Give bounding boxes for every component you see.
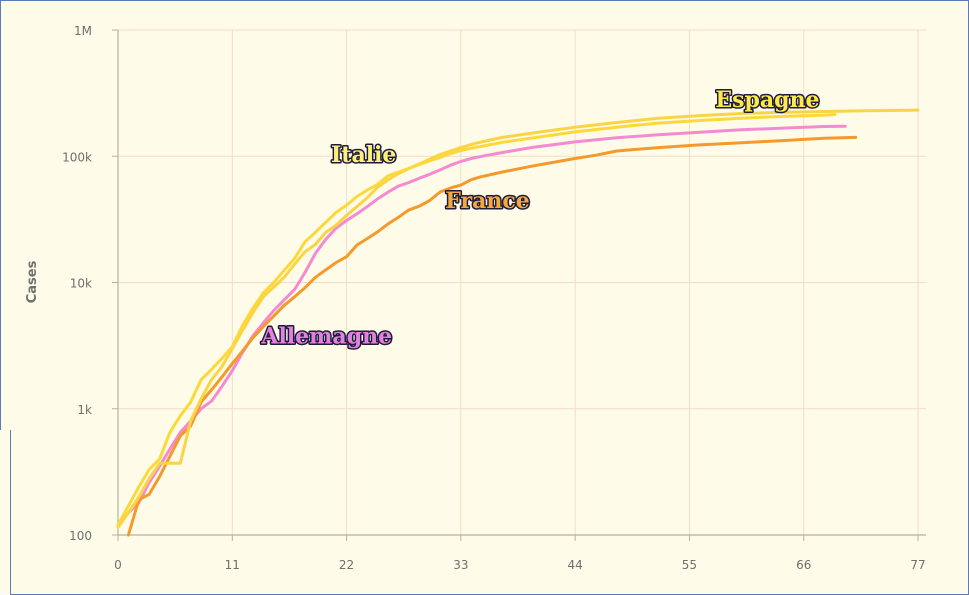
series-label-france: France — [445, 188, 529, 214]
x-tick-label: 77 — [910, 558, 925, 572]
y-tick-label: 1M — [74, 24, 92, 38]
series-lines — [116, 108, 920, 537]
y-axis-label: Cases — [25, 260, 40, 303]
x-tick-label: 0 — [114, 558, 122, 572]
grid-lines — [118, 29, 926, 535]
series-line-allemagne — [116, 124, 847, 527]
series-line-italie — [116, 113, 837, 527]
tick-labels: 0 11 22 33 44 55 66 77 100 1k 10k 100k 1M — [62, 24, 926, 572]
axes — [112, 29, 926, 541]
series-line-france — [126, 135, 858, 537]
x-tick-label: 11 — [225, 558, 240, 572]
window-edge — [0, 430, 11, 595]
x-tick-label: 55 — [682, 558, 697, 572]
y-tick-label: 1k — [77, 403, 92, 417]
series-label-allemagne: Allemagne — [260, 323, 392, 349]
x-tick-label: 22 — [339, 558, 354, 572]
y-tick-label: 100k — [62, 150, 92, 164]
series-labels: Italie Espagne Allemagne France — [259, 86, 821, 351]
series-label-espagne: Espagne — [715, 87, 819, 113]
x-tick-label: 66 — [796, 558, 811, 572]
x-tick-label: 33 — [453, 558, 468, 572]
series-line-espagne — [116, 108, 920, 529]
y-tick-label: 10k — [70, 277, 92, 291]
series-label-italie: Italie — [331, 142, 396, 168]
x-tick-label: 44 — [568, 558, 583, 572]
y-tick-label: 100 — [69, 529, 92, 543]
